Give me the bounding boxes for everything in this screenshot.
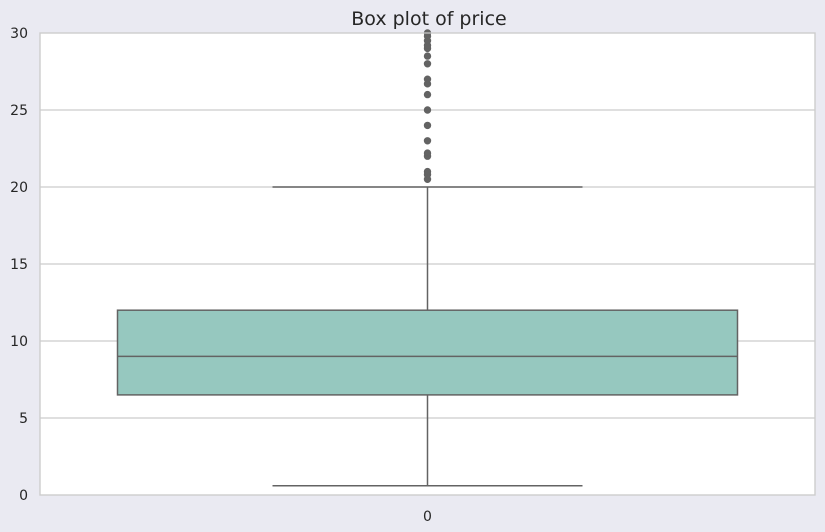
outlier-point: [423, 167, 432, 176]
y-tick-label: 10: [10, 334, 28, 350]
plot-border: [39, 32, 816, 496]
y-tick-label: 0: [19, 488, 28, 504]
outlier-point: [423, 121, 432, 130]
y-axis-ticks: 0 5 10 15 20 25 30: [10, 26, 28, 504]
x-tick-label: 0: [423, 509, 432, 525]
box-layer: [116, 29, 739, 487]
y-tick-label: 5: [19, 411, 28, 427]
outlier-point: [423, 60, 432, 68]
y-tick-label: 25: [10, 103, 28, 119]
iqr-box: [116, 309, 739, 396]
outlier-point: [423, 75, 432, 83]
y-tick-label: 30: [10, 26, 28, 42]
outlier-point: [423, 90, 432, 99]
x-axis-ticks: 0: [423, 509, 432, 525]
y-tick-label: 15: [10, 257, 28, 273]
outlier-point: [423, 149, 432, 157]
chart-title: Box plot of price: [351, 8, 506, 30]
outlier-point: [423, 52, 432, 60]
y-tick-label: 20: [10, 180, 28, 196]
outlier-point: [423, 106, 432, 114]
outlier-point: [423, 137, 432, 145]
